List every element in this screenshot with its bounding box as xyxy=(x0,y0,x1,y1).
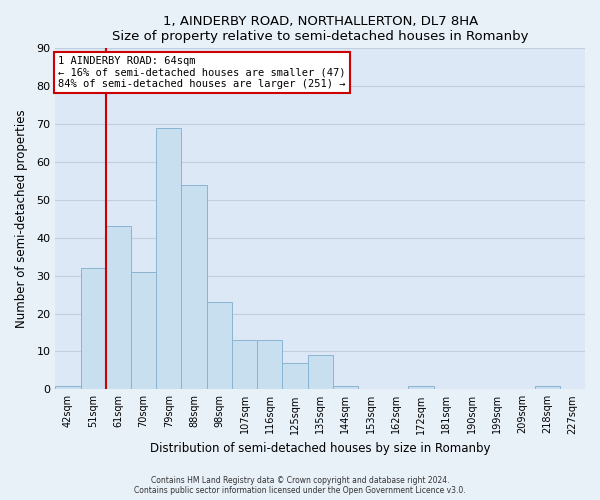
Bar xyxy=(257,340,283,390)
Bar xyxy=(131,272,156,390)
Bar xyxy=(283,363,308,390)
Bar xyxy=(80,268,106,390)
X-axis label: Distribution of semi-detached houses by size in Romanby: Distribution of semi-detached houses by … xyxy=(150,442,490,455)
Bar xyxy=(156,128,181,390)
Bar xyxy=(206,302,232,390)
Bar xyxy=(55,386,80,390)
Title: 1, AINDERBY ROAD, NORTHALLERTON, DL7 8HA
Size of property relative to semi-detac: 1, AINDERBY ROAD, NORTHALLERTON, DL7 8HA… xyxy=(112,15,529,43)
Bar xyxy=(535,386,560,390)
Bar xyxy=(409,386,434,390)
Text: 1 AINDERBY ROAD: 64sqm
← 16% of semi-detached houses are smaller (47)
84% of sem: 1 AINDERBY ROAD: 64sqm ← 16% of semi-det… xyxy=(58,56,346,89)
Text: Contains HM Land Registry data © Crown copyright and database right 2024.
Contai: Contains HM Land Registry data © Crown c… xyxy=(134,476,466,495)
Bar xyxy=(106,226,131,390)
Bar xyxy=(308,355,333,390)
Bar xyxy=(333,386,358,390)
Bar xyxy=(232,340,257,390)
Bar xyxy=(181,184,206,390)
Y-axis label: Number of semi-detached properties: Number of semi-detached properties xyxy=(15,110,28,328)
